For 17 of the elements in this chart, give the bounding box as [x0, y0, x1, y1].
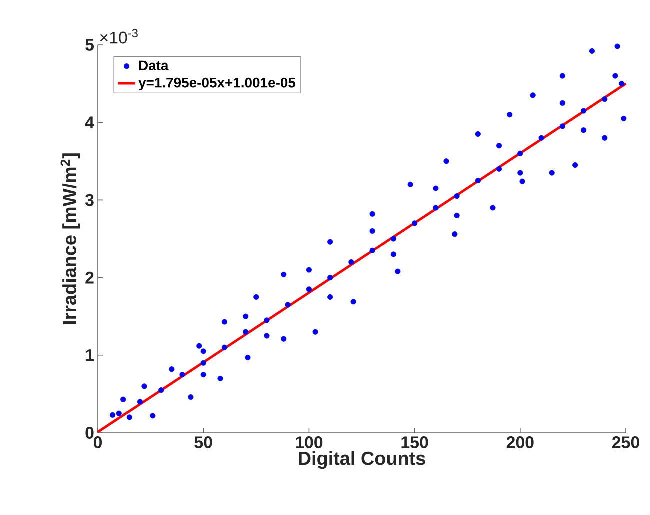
- text: ×10$^{-3}$: [100, 29, 138, 44]
- legend-label: y=1.795e-05x+1.001e-05: [138, 78, 296, 91]
- legend-label: Data: [139, 60, 169, 71]
- x-tick-label: 150: [402, 436, 428, 449]
- y-axis-title: Irradiance [mW/m$^{2}$]: [60, 154, 80, 324]
- y-tick-label: 4: [85, 116, 94, 128]
- x-tick-label: 250: [612, 436, 640, 449]
- x-tick-label: 0: [94, 436, 102, 449]
- y-tick-label: 3: [85, 194, 94, 206]
- y-tick-label: 2: [86, 272, 94, 284]
- x-tick-label: 200: [506, 436, 534, 449]
- x-axis-title: Digital Counts: [299, 451, 426, 470]
- x-tick-label: 100: [296, 436, 323, 449]
- y-tick-label: 0: [86, 427, 94, 439]
- y-tick-label: 5: [86, 39, 94, 51]
- x-tick-label: 50: [194, 436, 212, 449]
- y-tick-label: 1: [86, 350, 94, 362]
